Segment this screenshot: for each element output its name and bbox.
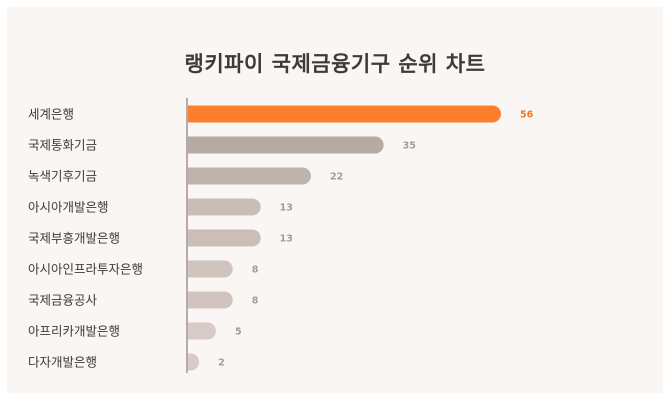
value-label-3: 22 (330, 172, 343, 183)
bar-4 (188, 198, 261, 216)
category-label-2: 국제통화기금 (28, 138, 97, 153)
value-label-5: 13 (280, 234, 293, 245)
category-label-6: 아시아인프라투자은행 (28, 262, 143, 277)
bar-6 (188, 260, 233, 278)
bar-8 (188, 322, 216, 340)
category-label-9: 다자개발은행 (28, 355, 97, 370)
bar-5 (188, 229, 261, 247)
value-label-4: 13 (280, 203, 293, 214)
chart-title: 랭키파이 국제금융기구 순위 차트 (184, 52, 486, 76)
value-label-8: 5 (235, 327, 242, 338)
chart-card (7, 7, 663, 393)
category-label-5: 국제부흥개발은행 (28, 231, 120, 246)
value-label-6: 8 (252, 265, 259, 276)
category-label-4: 아시아개발은행 (28, 200, 109, 215)
category-label-7: 국제금융공사 (28, 293, 98, 308)
bar-7 (188, 291, 233, 309)
bar-1 (188, 105, 501, 123)
bar-9 (188, 353, 200, 371)
category-label-1: 세계은행 (28, 107, 74, 122)
bar-2 (188, 136, 384, 154)
value-label-9: 2 (218, 358, 225, 369)
value-label-1: 56 (520, 110, 534, 121)
value-label-2: 35 (403, 141, 416, 152)
category-label-8: 아프리카개발은행 (28, 324, 120, 339)
category-label-3: 녹색기후기금 (28, 169, 97, 184)
bar-3 (188, 167, 311, 185)
value-label-7: 8 (252, 296, 259, 307)
